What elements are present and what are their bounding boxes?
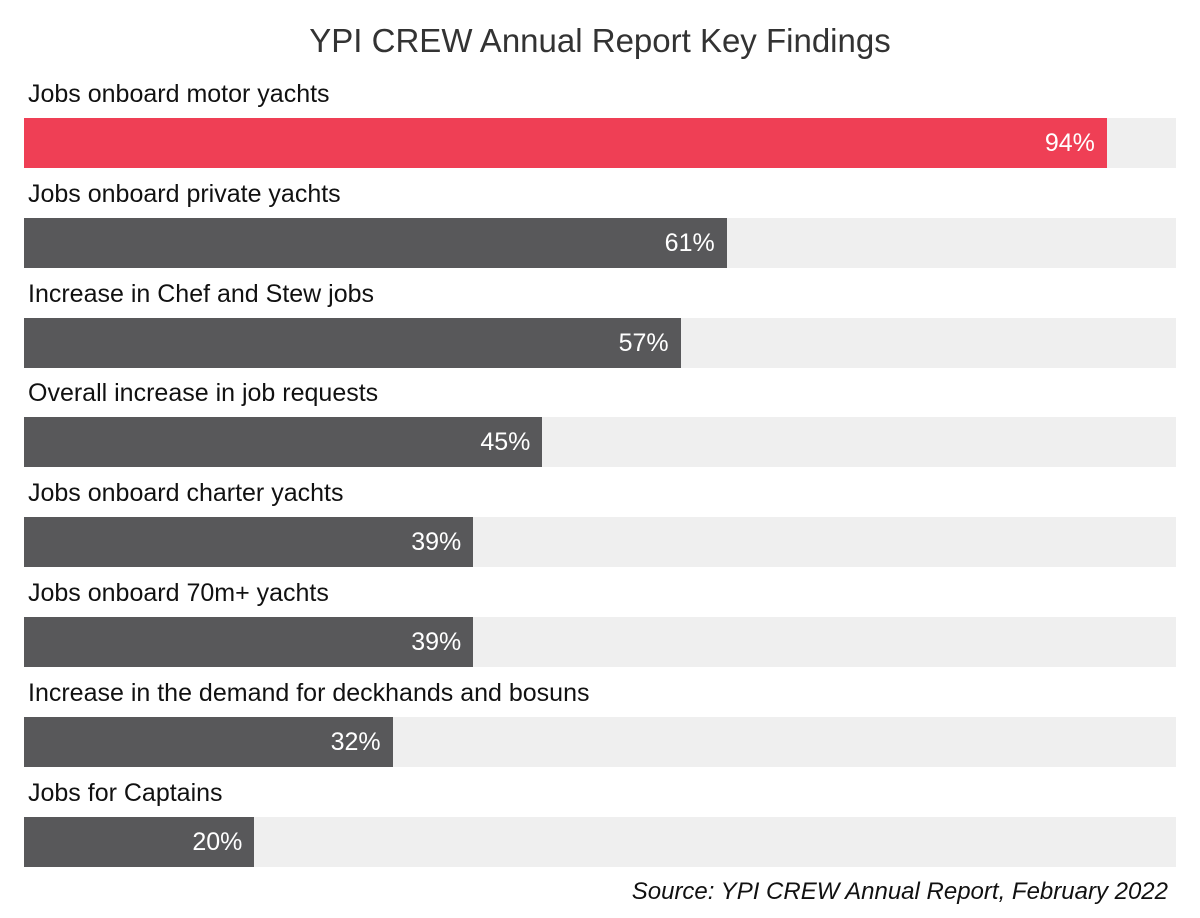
bar: 32% [24,716,393,767]
row-label: Jobs for Captains [28,778,223,807]
bar-value-label: 94% [1044,129,1095,157]
chart-title: YPI CREW Annual Report Key Findings [309,22,891,59]
bar: 94% [24,118,1107,168]
bar: 20% [24,816,255,867]
bar-value-label: 61% [664,228,715,257]
row-label: Jobs onboard private yachts [28,179,341,208]
row-label: Jobs onboard 70m+ yachts [28,579,329,607]
bar: 57% [24,317,681,368]
bar: 39% [24,517,474,568]
bar: 61% [24,217,727,268]
bar: 39% [24,617,474,667]
bar: 45% [24,417,543,468]
bar-value-label: 57% [618,328,669,357]
bar-value-label: 20% [192,827,243,856]
bar-track: 94% [24,118,1176,168]
row-label: Overall increase in job requests [28,379,379,408]
bar-track: 20% [24,816,1176,867]
row-label: Increase in Chef and Stew jobs [28,279,375,308]
bar-track: 45% [24,417,1176,468]
row-label: Increase in the demand for deckhands and… [28,678,590,707]
bar-track: 39% [24,517,1176,568]
row-label: Jobs onboard motor yachts [28,80,330,108]
source-note: Source: YPI CREW Annual Report, February… [631,878,1168,905]
bar-track: 32% [24,716,1176,767]
bar-track: 57% [24,317,1176,368]
bar-value-label: 39% [411,528,462,557]
bar-value-label: 32% [330,727,381,756]
bar-value-label: 45% [480,428,531,457]
bar-track: 61% [24,217,1176,268]
row-label: Jobs onboard charter yachts [28,479,344,508]
bar-value-label: 39% [411,628,462,656]
bar-track: 39% [24,617,1176,667]
